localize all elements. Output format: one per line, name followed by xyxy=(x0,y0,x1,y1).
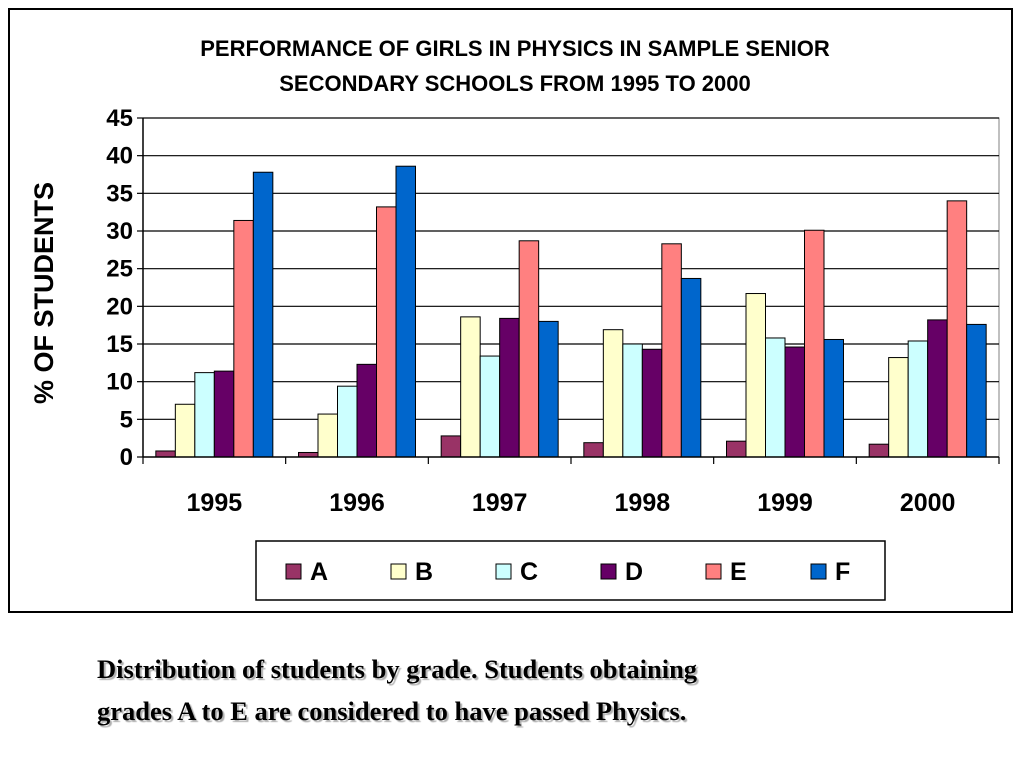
bar-A-1999 xyxy=(726,440,747,458)
bar-D-1995 xyxy=(213,370,235,458)
bar-F-1998 xyxy=(680,277,702,458)
caption: Distribution of students by grade. Stude… xyxy=(97,648,917,732)
caption-line-2: grades A to E are considered to have pas… xyxy=(97,696,687,726)
bar-D-1999 xyxy=(784,346,805,458)
legend-swatch-C xyxy=(495,563,512,580)
bar-chart: PERFORMANCE OF GIRLS IN PHYSICS IN SAMPL… xyxy=(29,36,1000,601)
legend-box xyxy=(255,540,886,601)
bar-E-1995 xyxy=(233,219,254,458)
legend-label-A: A xyxy=(310,558,328,586)
legend-label-F: F xyxy=(835,558,850,586)
bar-D-1996 xyxy=(356,363,377,458)
bar-E-1998 xyxy=(661,243,682,458)
bars xyxy=(155,165,987,458)
legend: A B C D E F xyxy=(255,540,886,601)
legend-label-C: C xyxy=(520,558,538,586)
bar-C-1999 xyxy=(765,337,786,458)
y-tick-label: 35 xyxy=(106,180,133,207)
bar-E-2000 xyxy=(946,200,968,458)
y-axis-ticks: 0 5 10 15 20 25 30 35 40 45 xyxy=(106,105,143,471)
x-tick-label: 1997 xyxy=(472,489,528,517)
x-tick-label: 2000 xyxy=(900,489,956,517)
legend-label-B: B xyxy=(415,558,433,586)
bar-D-1998 xyxy=(641,348,663,458)
chart-title-line-1: PERFORMANCE OF GIRLS IN PHYSICS IN SAMPL… xyxy=(200,36,830,61)
x-axis-ticks: 1995 1996 1997 1998 1999 2000 xyxy=(187,489,956,517)
legend-swatch-E xyxy=(705,563,722,580)
y-tick-label: 40 xyxy=(106,143,133,170)
y-axis-label: % OF STUDENTS xyxy=(29,182,59,404)
y-tick-label: 15 xyxy=(106,331,133,358)
bar-C-1995 xyxy=(194,372,215,458)
legend-swatch-A xyxy=(285,563,302,580)
x-tick-label: 1998 xyxy=(615,489,671,517)
bar-B-2000 xyxy=(888,357,909,458)
bar-A-1995 xyxy=(155,450,176,458)
bar-C-1997 xyxy=(479,355,501,458)
bar-D-2000 xyxy=(927,319,948,458)
bar-E-1996 xyxy=(376,206,397,458)
chart-title-line-2: SECONDARY SCHOOLS FROM 1995 TO 2000 xyxy=(279,71,751,96)
bar-E-1997 xyxy=(518,240,540,458)
y-tick-label: 0 xyxy=(120,444,133,471)
legend-swatch-F xyxy=(810,563,827,580)
bar-E-1999 xyxy=(804,229,825,458)
y-tick-label: 10 xyxy=(106,369,133,396)
bar-B-1997 xyxy=(460,316,481,458)
y-tick-label: 5 xyxy=(120,406,133,433)
bar-B-1999 xyxy=(745,293,766,458)
bar-B-1996 xyxy=(317,413,338,458)
bar-A-1998 xyxy=(583,442,604,458)
y-tick-label: 20 xyxy=(106,293,133,320)
bar-F-1999 xyxy=(823,338,844,458)
chart-title: PERFORMANCE OF GIRLS IN PHYSICS IN SAMPL… xyxy=(200,36,830,96)
x-tick-label: 1999 xyxy=(757,489,813,517)
y-tick-label: 45 xyxy=(106,105,133,132)
y-tick-label: 25 xyxy=(106,256,133,283)
bar-B-1995 xyxy=(174,403,196,458)
axes xyxy=(142,118,1000,464)
bar-F-2000 xyxy=(966,323,987,458)
bar-C-1996 xyxy=(337,385,358,458)
legend-label-E: E xyxy=(730,558,747,586)
x-tick-label: 1996 xyxy=(329,489,385,517)
bar-D-1997 xyxy=(499,317,520,458)
bar-C-1998 xyxy=(622,343,643,458)
bar-F-1996 xyxy=(395,165,416,458)
legend-swatch-B xyxy=(390,563,407,580)
bar-A-2000 xyxy=(868,443,890,458)
chart-frame: PERFORMANCE OF GIRLS IN PHYSICS IN SAMPL… xyxy=(8,8,1013,613)
legend-label-D: D xyxy=(625,558,643,586)
bar-F-1997 xyxy=(538,320,559,458)
y-tick-label: 30 xyxy=(106,218,133,245)
bar-F-1995 xyxy=(252,171,274,458)
bar-A-1997 xyxy=(440,435,462,458)
bar-B-1998 xyxy=(602,329,624,458)
bar-C-2000 xyxy=(907,340,929,458)
legend-swatch-D xyxy=(600,563,617,580)
caption-line-1: Distribution of students by grade. Stude… xyxy=(97,654,698,684)
x-tick-label: 1995 xyxy=(187,489,243,517)
